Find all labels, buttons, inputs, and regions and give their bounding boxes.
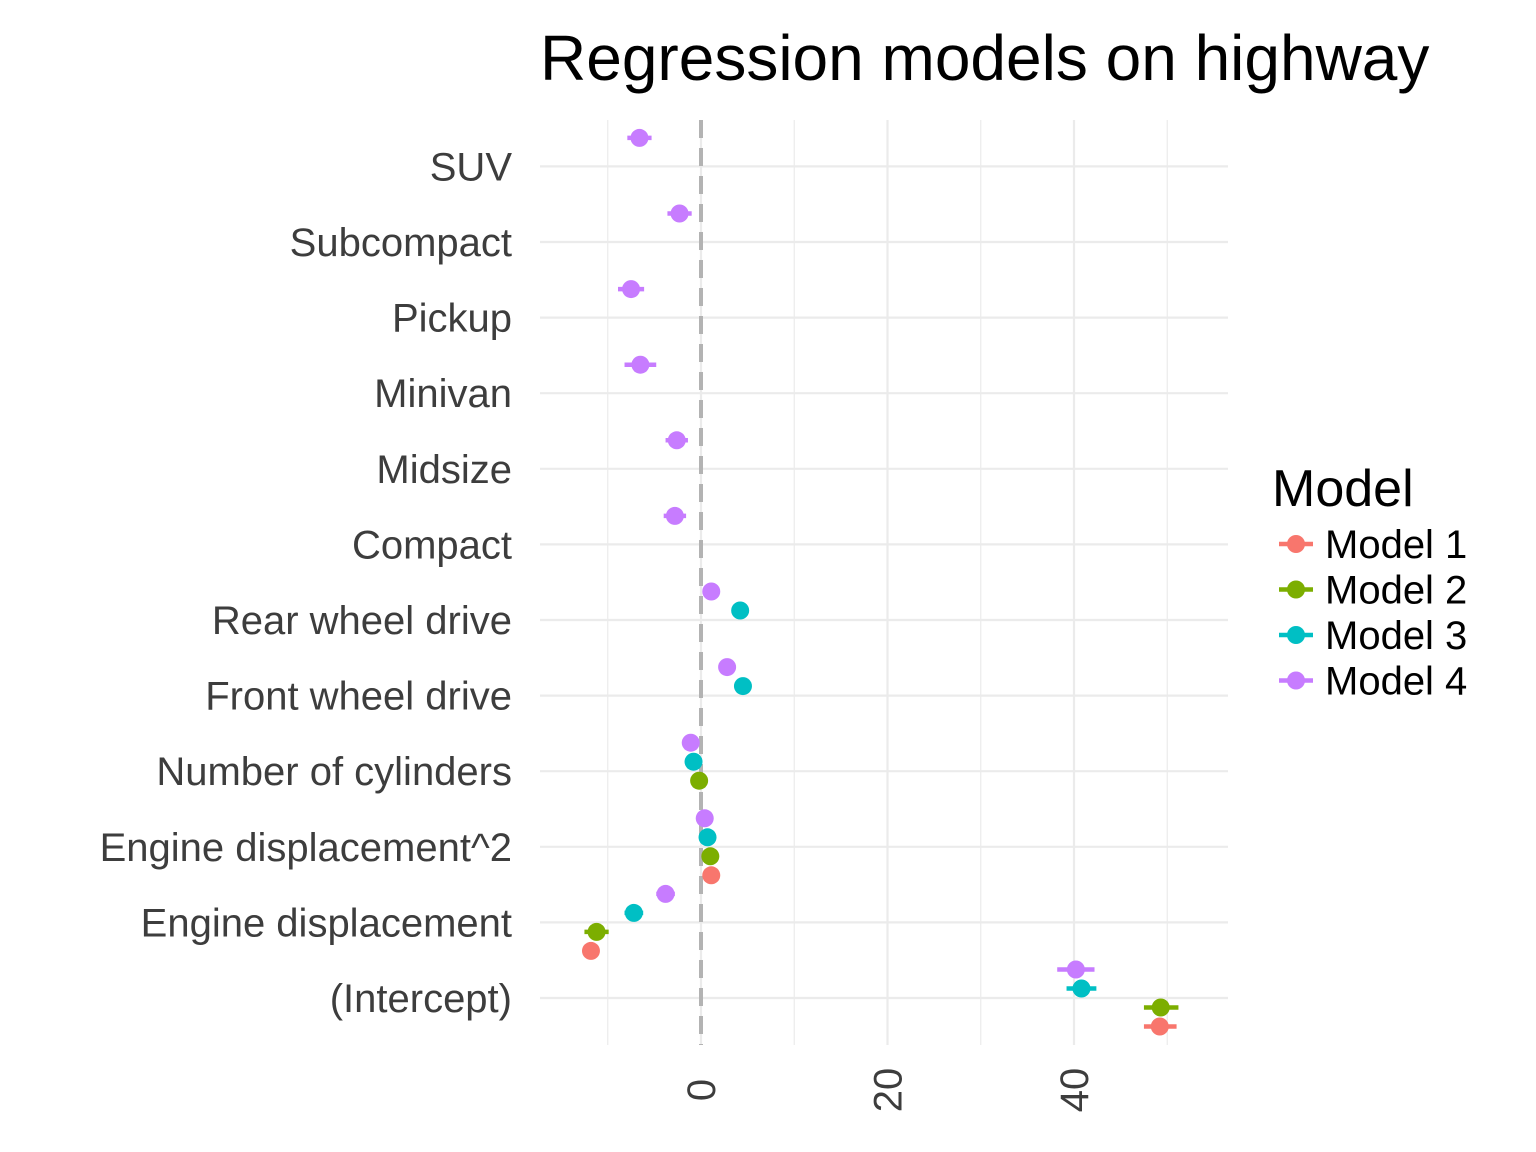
y-tick-label: Engine displacement <box>141 901 512 945</box>
data-point <box>630 128 649 147</box>
data-point <box>581 941 600 960</box>
y-tick-label: Pickup <box>392 297 512 341</box>
legend-title: Model <box>1272 460 1414 518</box>
legend-item: Model 4 <box>1279 660 1467 704</box>
series-model-3 <box>624 601 1097 998</box>
data-point <box>684 752 703 771</box>
data-point <box>702 866 721 885</box>
data-point <box>681 733 700 752</box>
data-point <box>731 601 750 620</box>
data-point <box>690 771 709 790</box>
data-point <box>670 204 689 223</box>
y-tick-label: (Intercept) <box>330 977 512 1021</box>
series-model-4 <box>618 128 1095 979</box>
legend-label: Model 2 <box>1325 569 1467 613</box>
y-axis-labels: (Intercept) Engine displacement Engine dis… <box>100 145 513 1021</box>
data-point <box>701 847 720 866</box>
data-point <box>624 903 643 922</box>
data-point <box>702 582 721 601</box>
y-tick-label: Compact <box>352 523 512 567</box>
data-point <box>695 809 714 828</box>
y-tick-label: Number of cylinders <box>156 750 512 794</box>
y-tick-label: Rear wheel drive <box>212 599 512 643</box>
y-tick-label: Front wheel drive <box>205 675 512 719</box>
series-model-2 <box>584 771 1179 1017</box>
y-tick-label: Minivan <box>374 372 512 416</box>
y-tick-label: Engine displacement^2 <box>100 826 512 870</box>
y-tick-label: Midsize <box>376 448 512 492</box>
data-point <box>1150 1017 1169 1036</box>
legend-label: Model 1 <box>1325 523 1467 567</box>
data-marks <box>581 128 1179 1036</box>
x-tick-label: 40 <box>1053 1068 1097 1113</box>
data-point <box>667 431 686 450</box>
data-point <box>698 828 717 847</box>
legend-label: Model 4 <box>1325 660 1467 704</box>
chart-title: Regression models on highway <box>540 22 1429 94</box>
data-point <box>631 355 650 374</box>
x-axis-labels: 0 20 40 <box>680 1068 1097 1113</box>
x-tick-label: 0 <box>680 1079 724 1101</box>
legend-key-point <box>1287 626 1305 644</box>
data-point <box>733 677 752 696</box>
data-point <box>1151 998 1170 1017</box>
data-point <box>1072 979 1091 998</box>
legend-item: Model 1 <box>1279 523 1467 567</box>
legend-key-point <box>1287 671 1305 690</box>
data-point <box>587 922 606 941</box>
y-tick-label: SUV <box>430 145 513 189</box>
legend-label: Model 3 <box>1325 614 1467 658</box>
data-point <box>656 884 675 903</box>
data-point <box>1066 960 1085 979</box>
data-point <box>622 280 641 299</box>
grid <box>540 120 1228 1045</box>
data-point <box>718 658 737 677</box>
legend-item: Model 3 <box>1279 614 1467 658</box>
x-tick-label: 20 <box>867 1068 911 1113</box>
data-point <box>665 506 684 525</box>
legend-key-point <box>1287 580 1305 599</box>
legend-item: Model 2 <box>1279 569 1467 613</box>
legend-key-point <box>1287 535 1305 553</box>
series-model-1 <box>581 866 1177 1036</box>
y-tick-label: Subcompact <box>290 221 512 265</box>
